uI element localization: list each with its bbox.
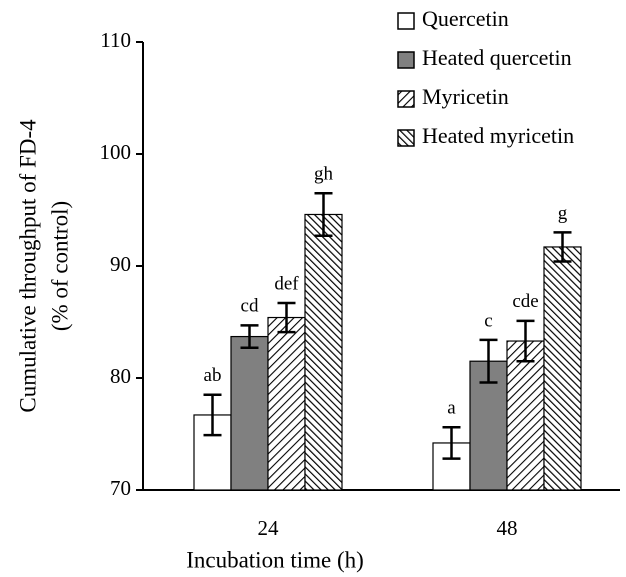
legend-label: Heated myricetin bbox=[422, 123, 574, 148]
legend-swatch bbox=[397, 51, 415, 69]
legend-swatch bbox=[397, 90, 415, 108]
y-axis-label: Cumulative throughput of FD-4 bbox=[15, 119, 40, 413]
x-tick-label: 48 bbox=[497, 516, 518, 540]
significance-letter: def bbox=[274, 273, 299, 294]
y-tick-label: 100 bbox=[100, 140, 132, 164]
legend-label: Myricetin bbox=[422, 84, 509, 109]
legend-label: Heated quercetin bbox=[422, 45, 572, 70]
legend-label: Quercetin bbox=[422, 6, 509, 31]
bar bbox=[506, 340, 545, 491]
bar bbox=[304, 213, 343, 491]
y-tick-label: 80 bbox=[110, 364, 131, 388]
significance-letter: c bbox=[484, 310, 492, 331]
y-tick-label: 70 bbox=[110, 476, 131, 500]
significance-letter: ab bbox=[204, 365, 222, 386]
significance-letter: gh bbox=[314, 164, 334, 185]
significance-letter: g bbox=[558, 203, 568, 224]
y-tick-label: 110 bbox=[100, 28, 131, 52]
significance-letter: cd bbox=[241, 296, 259, 317]
significance-letter: cde bbox=[512, 291, 538, 312]
bar bbox=[543, 246, 582, 491]
legend-swatch bbox=[397, 12, 415, 30]
bar bbox=[267, 316, 306, 491]
x-tick-label: 24 bbox=[258, 516, 280, 540]
bar bbox=[230, 335, 269, 491]
y-tick-label: 90 bbox=[110, 252, 131, 276]
x-axis-label: Incubation time (h) bbox=[186, 547, 364, 572]
y-axis-label: (% of control) bbox=[47, 201, 72, 331]
significance-letter: a bbox=[447, 398, 456, 419]
legend-swatch bbox=[397, 129, 415, 147]
